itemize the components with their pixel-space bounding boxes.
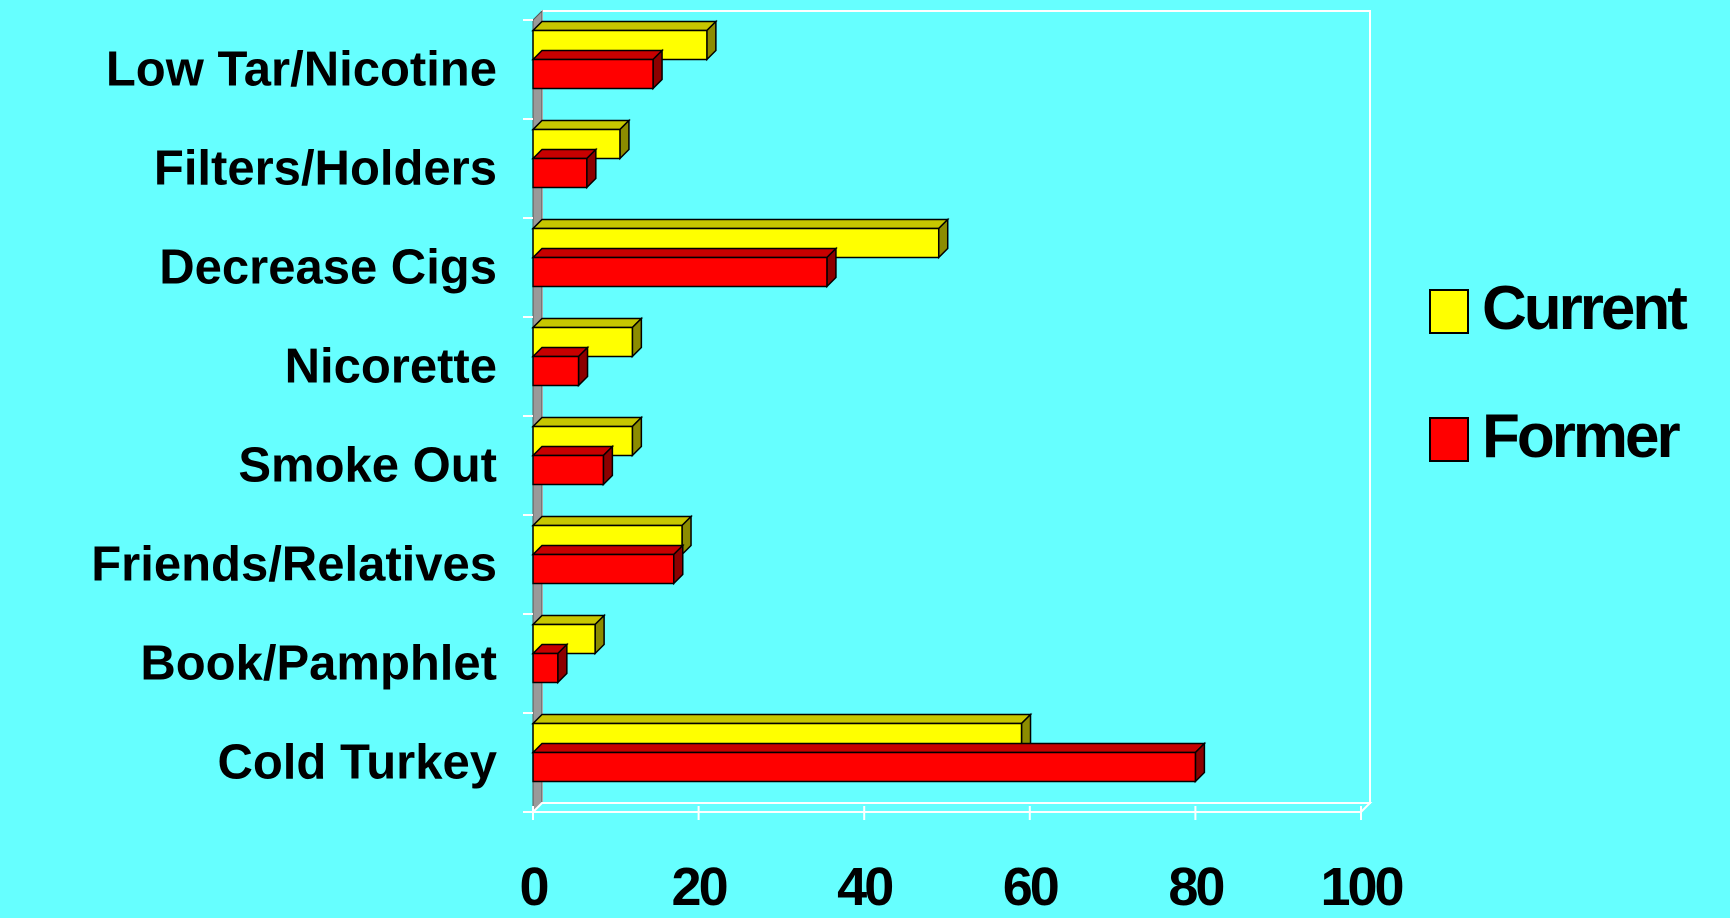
legend-swatch-current (1429, 289, 1469, 334)
x-tick-label: 0 (519, 857, 547, 913)
plot-floor (530, 802, 1373, 813)
bar-former (531, 444, 615, 487)
bar-top-face (531, 614, 606, 626)
bar-front-face (532, 58, 654, 90)
bar-top-face (531, 742, 1207, 754)
bar-former (531, 741, 1207, 784)
bar-former (531, 345, 590, 388)
bar-front-face (532, 454, 605, 486)
bar-front-face (532, 652, 559, 684)
bar-former (531, 642, 569, 685)
x-tick-label: 80 (1168, 857, 1223, 913)
legend-swatch-former (1429, 417, 1469, 462)
bar-front-face (532, 553, 675, 585)
bar-front-face (532, 751, 1197, 783)
bar-front-face (532, 157, 588, 189)
bar-front-face (532, 256, 828, 288)
bar-top-face (531, 119, 631, 131)
x-tick-label: 40 (837, 857, 892, 913)
category-label: Friends/Relatives (91, 538, 497, 592)
category-label: Nicorette (285, 340, 497, 394)
bar-former (531, 147, 598, 190)
bar-top-face (531, 218, 950, 230)
x-tick-label: 20 (672, 857, 727, 913)
bar-top-face (531, 20, 718, 32)
bar-top-face (531, 445, 615, 457)
legend: Current Former (1429, 274, 1690, 471)
legend-label-current: Current (1482, 274, 1687, 343)
category-label: Smoke Out (238, 439, 497, 493)
bar-former (531, 543, 685, 586)
bar-top-face (531, 416, 644, 428)
bar-former (531, 246, 838, 289)
bar-front-face (532, 355, 580, 387)
bar-top-face (531, 49, 664, 61)
x-tick-label: 60 (1003, 857, 1058, 913)
bar-top-face (531, 247, 838, 259)
bar-top-face (531, 515, 693, 527)
category-label: Filters/Holders (154, 142, 497, 196)
bar-top-face (531, 713, 1033, 725)
category-label: Low Tar/Nicotine (106, 43, 497, 97)
plot-back-wall (541, 10, 1371, 804)
bar-top-face (531, 148, 598, 160)
category-label: Decrease Cigs (159, 241, 497, 295)
bar-top-face (531, 544, 685, 556)
bar-top-face (531, 317, 644, 329)
bar-former (531, 48, 664, 91)
category-label: Book/Pamphlet (140, 637, 497, 691)
legend-label-former: Former (1482, 402, 1680, 471)
category-label: Cold Turkey (217, 736, 497, 790)
x-tick-label: 100 (1320, 857, 1402, 913)
x-axis: 0 20 40 60 80 100 (519, 806, 1406, 917)
